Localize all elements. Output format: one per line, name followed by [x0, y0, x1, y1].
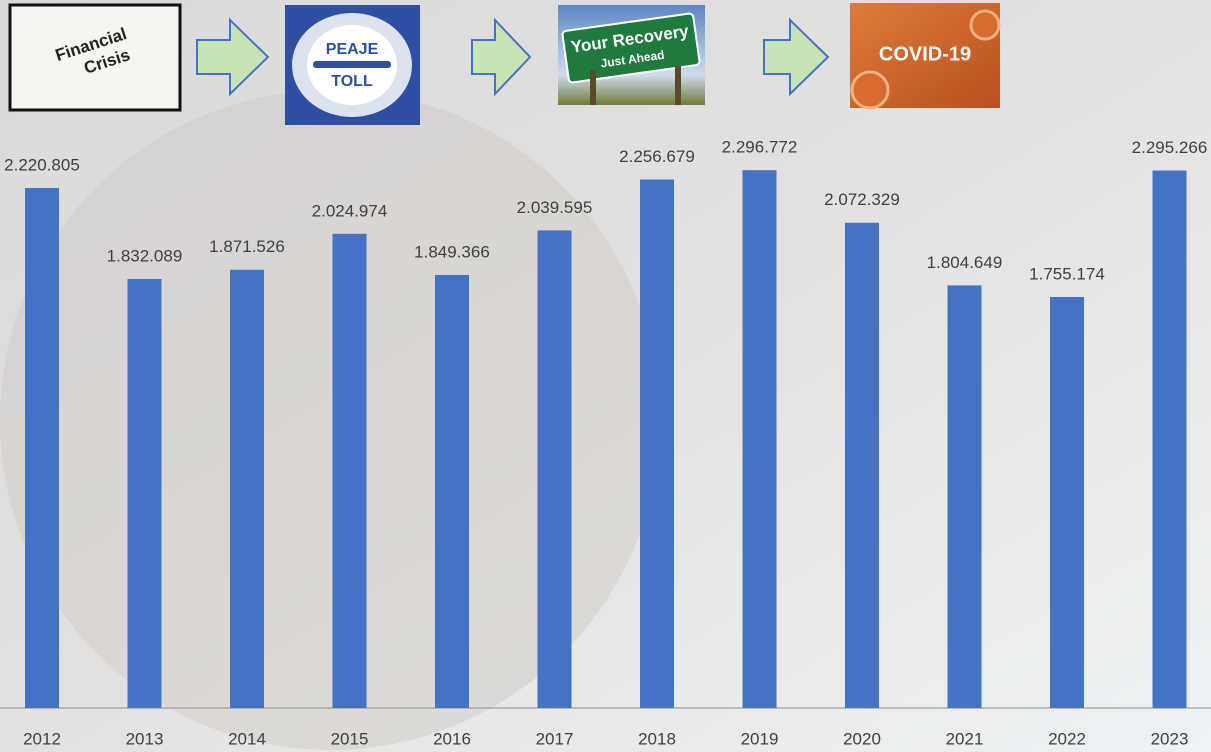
data-label: 1.832.089 — [107, 246, 183, 265]
bar — [1050, 296, 1084, 708]
image-text: TOLL — [331, 73, 373, 90]
bar — [640, 179, 674, 708]
data-label: 2.256.679 — [619, 147, 695, 166]
bar — [230, 269, 264, 708]
data-label: 2.296.772 — [722, 138, 798, 157]
bar — [845, 222, 879, 709]
x-tick-label: 2012 — [23, 729, 61, 748]
data-label: 1.849.366 — [414, 242, 490, 261]
x-tick-label: 2013 — [126, 729, 164, 748]
background-shape — [0, 90, 660, 750]
bar — [947, 285, 982, 708]
arrow — [471, 17, 532, 97]
x-tick-label: 2017 — [536, 729, 574, 748]
financial-crisis-image: Financial Crisis — [8, 3, 182, 112]
x-tick-label: 2016 — [433, 729, 471, 748]
arrow — [763, 17, 830, 97]
data-label: 2.072.329 — [824, 190, 900, 209]
image-text: COVID-19 — [879, 43, 971, 65]
x-tick-label: 2021 — [946, 729, 984, 748]
bar — [537, 230, 572, 708]
data-label: 2.024.974 — [312, 201, 388, 220]
covid-image: COVID-19 — [850, 3, 1001, 110]
bar — [435, 274, 469, 708]
x-tick-label: 2023 — [1151, 729, 1189, 748]
arrow — [196, 17, 270, 97]
data-label: 1.871.526 — [209, 237, 285, 256]
bar — [25, 187, 59, 709]
data-label: 2.039.595 — [517, 198, 593, 217]
image-text: PEAJE — [326, 41, 379, 58]
x-tick-label: 2020 — [843, 729, 881, 748]
toll-image: PEAJE TOLL — [285, 5, 420, 125]
data-label: 2.220.805 — [4, 155, 80, 174]
bar — [127, 278, 162, 708]
bar — [742, 170, 777, 709]
x-tick-label: 2019 — [741, 729, 779, 748]
x-tick-label: 2022 — [1048, 729, 1086, 748]
data-label: 1.804.649 — [927, 253, 1003, 272]
recovery-image: Your Recovery Just Ahead — [558, 5, 705, 105]
x-tick-label: 2014 — [228, 729, 266, 748]
x-tick-label: 2015 — [331, 729, 369, 748]
bar — [1152, 170, 1187, 708]
data-label: 1.755.174 — [1029, 264, 1105, 283]
bar — [332, 233, 367, 708]
data-label: 2.295.266 — [1132, 138, 1208, 157]
x-tick-label: 2018 — [638, 729, 676, 748]
